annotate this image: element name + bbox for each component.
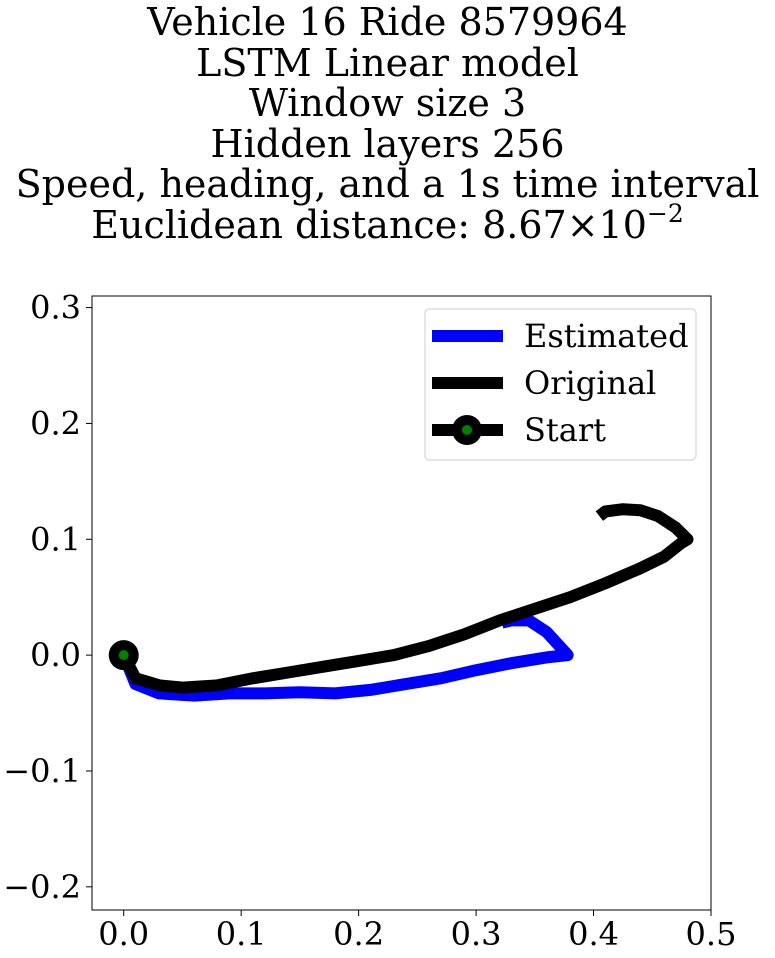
distance-mantissa: 8.67 bbox=[482, 202, 567, 247]
legend-start-marker-center bbox=[462, 425, 472, 435]
series-line-original bbox=[118, 503, 694, 694]
x-tick-label: 0.4 bbox=[568, 915, 619, 953]
distance-base: 10 bbox=[598, 202, 647, 247]
title-line-model: LSTM Linear model bbox=[196, 40, 579, 85]
x-tick-label: 0.1 bbox=[216, 915, 267, 953]
y-tick-label: −0.1 bbox=[3, 752, 81, 790]
title-line-hidden-layers: Hidden layers 256 bbox=[210, 121, 565, 166]
title-line-distance: Euclidean distance: 8.67×10−2 bbox=[0, 201, 775, 247]
x-tick-label: 0.0 bbox=[98, 915, 149, 953]
y-tick-label: 0.0 bbox=[30, 636, 81, 674]
legend-label-start: Start bbox=[524, 411, 606, 449]
x-tick-label: 0.3 bbox=[451, 915, 502, 953]
series-line-estimated bbox=[118, 614, 574, 702]
x-tick-label: 0.5 bbox=[686, 915, 737, 953]
distance-exponent: −2 bbox=[646, 198, 684, 228]
axes-layer: 0.0 0.1 0.2 0.3 0.4 0.5 −0.2 −0.1 0.0 0.1 0.2 0.3 bbox=[3, 289, 736, 953]
series-layer bbox=[108, 503, 694, 702]
x-tick-label: 0.2 bbox=[333, 915, 384, 953]
distance-prefix: Euclidean distance: bbox=[91, 202, 483, 247]
chart-title: Vehicle 16 Ride 8579964 LSTM Linear mode… bbox=[0, 2, 775, 245]
y-tick-label: −0.2 bbox=[3, 868, 81, 906]
legend-label-original: Original bbox=[524, 364, 656, 402]
plot-frame bbox=[91, 295, 712, 911]
title-line-window: Window size 3 bbox=[248, 81, 527, 125]
legend-box bbox=[424, 308, 697, 461]
y-tick-label: 0.3 bbox=[30, 289, 81, 327]
start-marker-center bbox=[118, 650, 129, 661]
y-tick-label: 0.1 bbox=[30, 520, 81, 558]
title-line-features: Speed, heading, and a 1s time interval bbox=[15, 162, 760, 206]
legend-label-estimated: Estimated bbox=[524, 317, 689, 355]
y-tick-label: 0.2 bbox=[30, 404, 81, 442]
distance-times: × bbox=[566, 202, 599, 247]
legend: Estimated Original Start bbox=[424, 308, 697, 461]
title-line-vehicle: Vehicle 16 Ride 8579964 bbox=[147, 0, 628, 44]
